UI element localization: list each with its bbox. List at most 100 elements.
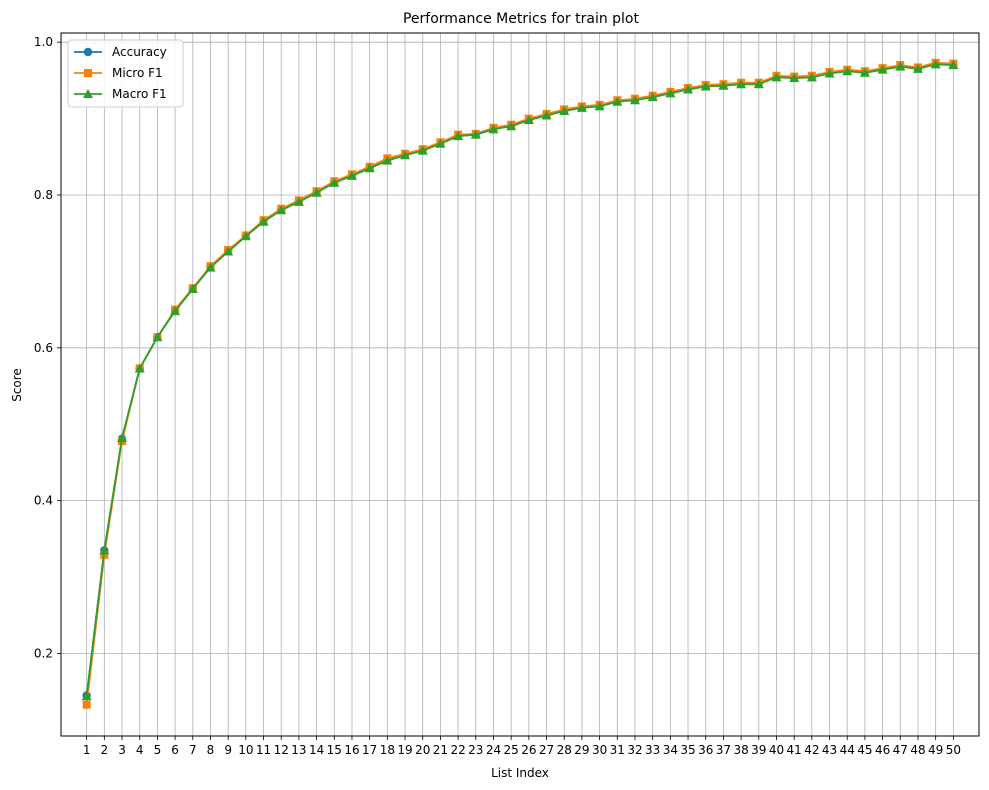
x-tick-label: 16 — [344, 743, 359, 757]
x-tick-label: 47 — [893, 743, 908, 757]
data-point-macro-f1 — [170, 306, 181, 316]
x-tick-label: 15 — [327, 743, 342, 757]
x-tick-label: 13 — [291, 743, 306, 757]
x-tick-label: 11 — [256, 743, 271, 757]
x-tick-label: 6 — [171, 743, 179, 757]
data-point-macro-f1 — [81, 691, 92, 701]
x-tick-label: 19 — [397, 743, 412, 757]
x-tick-label: 25 — [504, 743, 519, 757]
data-point-macro-f1 — [382, 155, 393, 165]
x-tick-label: 12 — [274, 743, 289, 757]
data-point-macro-f1 — [877, 64, 888, 74]
series-group — [81, 58, 959, 709]
data-point-macro-f1 — [789, 73, 800, 83]
data-point-macro-f1 — [276, 205, 287, 215]
series-macro-f1 — [81, 59, 959, 701]
data-point-macro-f1 — [99, 545, 110, 555]
x-tick-label: 9 — [224, 743, 232, 757]
x-tick-label: 7 — [189, 743, 197, 757]
data-point-macro-f1 — [718, 80, 729, 90]
x-tick-label: 49 — [928, 743, 943, 757]
x-tick-label: 37 — [716, 743, 731, 757]
x-tick-label: 17 — [362, 743, 377, 757]
y-axis-label: Score — [10, 368, 24, 402]
data-point-macro-f1 — [594, 101, 605, 111]
x-axis-label: List Index — [491, 766, 549, 780]
data-point-macro-f1 — [293, 196, 304, 206]
x-tick-label: 34 — [663, 743, 678, 757]
data-point-macro-f1 — [117, 432, 128, 442]
data-point-macro-f1 — [346, 170, 357, 180]
x-tick-label: 27 — [539, 743, 554, 757]
x-tick-label: 31 — [610, 743, 625, 757]
x-tick-label: 46 — [875, 743, 890, 757]
legend-marker-accuracy — [83, 47, 93, 57]
data-point-macro-f1 — [753, 79, 764, 89]
x-tick-label: 3 — [118, 743, 126, 757]
data-point-macro-f1 — [612, 96, 623, 106]
data-point-macro-f1 — [859, 67, 870, 77]
x-tick-label: 36 — [698, 743, 713, 757]
data-point-macro-f1 — [223, 246, 234, 256]
x-tick-label: 4 — [136, 743, 144, 757]
data-point-macro-f1 — [842, 66, 853, 76]
x-tick-label: 44 — [840, 743, 855, 757]
y-axis-ticks: 0.2 0.4 0.6 0.8 1.0 — [34, 35, 61, 660]
legend-label-macro-f1: Macro F1 — [112, 87, 167, 101]
legend: Accuracy Micro F1 Macro F1 — [67, 39, 184, 108]
legend-marker-micro-f1 — [84, 69, 92, 77]
x-tick-label: 32 — [627, 743, 642, 757]
data-point-macro-f1 — [506, 121, 517, 131]
data-point-macro-f1 — [523, 115, 534, 125]
x-tick-label: 1 — [83, 743, 91, 757]
x-tick-label: 14 — [309, 743, 324, 757]
y-tick-label: 1.0 — [34, 35, 53, 49]
data-point-macro-f1 — [700, 81, 711, 91]
data-point-macro-f1 — [134, 363, 145, 373]
x-tick-label: 20 — [415, 743, 430, 757]
x-tick-label: 35 — [680, 743, 695, 757]
data-point-macro-f1 — [417, 145, 428, 155]
data-point-macro-f1 — [258, 216, 269, 226]
legend-label-micro-f1: Micro F1 — [112, 66, 163, 80]
x-tick-label: 21 — [433, 743, 448, 757]
data-point-macro-f1 — [683, 84, 694, 94]
y-tick-label: 0.2 — [34, 646, 53, 660]
x-tick-label: 30 — [592, 743, 607, 757]
grid-lines — [61, 33, 979, 736]
data-point-macro-f1 — [895, 61, 906, 71]
data-point-macro-f1 — [152, 332, 163, 342]
data-point-macro-f1 — [629, 95, 640, 105]
data-point-macro-f1 — [240, 231, 251, 241]
x-tick-label: 10 — [238, 743, 253, 757]
legend-marker-macro-f1 — [83, 89, 93, 98]
x-tick-label: 48 — [910, 743, 925, 757]
x-tick-label: 2 — [101, 743, 109, 757]
data-point-macro-f1 — [453, 131, 464, 141]
data-point-macro-f1 — [665, 88, 676, 98]
x-tick-label: 22 — [450, 743, 465, 757]
data-point-macro-f1 — [205, 262, 216, 272]
x-tick-label: 39 — [751, 743, 766, 757]
x-tick-label: 18 — [380, 743, 395, 757]
x-tick-label: 50 — [946, 743, 961, 757]
data-point-macro-f1 — [806, 72, 817, 82]
data-point-macro-f1 — [647, 92, 658, 102]
data-point-macro-f1 — [948, 60, 959, 70]
legend-box — [67, 39, 184, 108]
data-point-macro-f1 — [435, 138, 446, 148]
y-tick-label: 0.8 — [34, 188, 53, 202]
data-point-macro-f1 — [329, 177, 340, 187]
x-tick-label: 38 — [733, 743, 748, 757]
data-point-macro-f1 — [576, 102, 587, 112]
data-point-macro-f1 — [470, 129, 481, 139]
x-tick-label: 41 — [787, 743, 802, 757]
x-tick-label: 45 — [857, 743, 872, 757]
data-point-macro-f1 — [930, 59, 941, 69]
data-point-macro-f1 — [824, 68, 835, 78]
x-tick-label: 26 — [521, 743, 536, 757]
x-tick-label: 33 — [645, 743, 660, 757]
data-point-micro-f1 — [82, 700, 91, 709]
data-point-macro-f1 — [541, 110, 552, 120]
